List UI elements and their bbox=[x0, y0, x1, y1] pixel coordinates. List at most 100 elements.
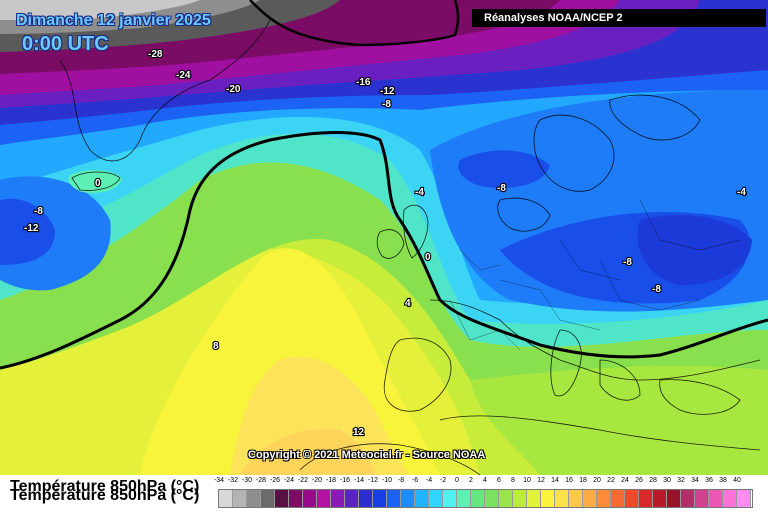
color-scale-swatch bbox=[233, 490, 247, 507]
color-scale-swatch bbox=[499, 490, 513, 507]
color-scale bbox=[218, 489, 753, 508]
color-scale-swatch bbox=[247, 490, 261, 507]
color-scale-tick-label: -14 bbox=[353, 477, 365, 484]
color-scale-tick-label: -34 bbox=[213, 477, 225, 484]
color-scale-tick-label: 20 bbox=[593, 477, 601, 484]
color-scale-tick-label: -10 bbox=[381, 477, 393, 484]
color-scale-swatch bbox=[331, 490, 345, 507]
color-scale-tick-label: 10 bbox=[523, 477, 531, 484]
color-scale-swatch bbox=[275, 490, 289, 507]
color-scale-swatch bbox=[345, 490, 359, 507]
color-scale-swatch bbox=[541, 490, 555, 507]
color-scale-tick-label: -28 bbox=[255, 477, 267, 484]
color-scale-swatch bbox=[443, 490, 457, 507]
color-scale-tick-label: 18 bbox=[579, 477, 587, 484]
isotherm-label: 8 bbox=[213, 341, 219, 352]
isotherm-label: 0 bbox=[425, 252, 431, 263]
source-banner: Réanalyses NOAA/NCEP 2 bbox=[472, 9, 766, 27]
isotherm-label: -8 bbox=[497, 183, 506, 194]
color-scale-swatch bbox=[261, 490, 275, 507]
color-scale-tick-label: -20 bbox=[311, 477, 323, 484]
color-scale-swatch bbox=[667, 490, 681, 507]
color-scale-tick-label: -16 bbox=[339, 477, 351, 484]
color-scale-tick-label: 24 bbox=[621, 477, 629, 484]
color-scale-tick-label: 4 bbox=[483, 477, 487, 484]
color-scale-swatch bbox=[681, 490, 695, 507]
isotherm-label: -4 bbox=[415, 187, 424, 198]
color-scale-swatch bbox=[219, 490, 233, 507]
color-scale-tick-label: 8 bbox=[511, 477, 515, 484]
color-scale-tick-label: -30 bbox=[241, 477, 253, 484]
isotherm-label: -8 bbox=[623, 257, 632, 268]
color-scale-tick-label: 6 bbox=[497, 477, 501, 484]
color-scale-swatch bbox=[583, 490, 597, 507]
color-scale-tick-label: 28 bbox=[649, 477, 657, 484]
isotherm-label: -12 bbox=[380, 86, 395, 97]
isotherm-label: -4 bbox=[737, 187, 746, 198]
color-scale-swatch bbox=[639, 490, 653, 507]
color-scale-tick-label: 38 bbox=[719, 477, 727, 484]
isotherm-label: -8 bbox=[382, 99, 391, 110]
color-scale-swatch bbox=[555, 490, 569, 507]
color-scale-tick-label: -18 bbox=[325, 477, 337, 484]
color-scale-tick-label: 16 bbox=[565, 477, 573, 484]
color-scale-tick-label: -32 bbox=[227, 477, 239, 484]
map-time-title: 0:00 UTC bbox=[22, 33, 109, 55]
color-scale-swatch bbox=[611, 490, 625, 507]
color-scale-swatch bbox=[597, 490, 611, 507]
color-scale-swatch bbox=[737, 490, 751, 507]
color-scale-swatch bbox=[471, 490, 485, 507]
color-scale-tick-label: 40 bbox=[733, 477, 741, 484]
color-scale-swatch bbox=[317, 490, 331, 507]
color-scale-tick-label: 34 bbox=[691, 477, 699, 484]
color-scale-swatch bbox=[387, 490, 401, 507]
isotherm-label: -8 bbox=[34, 206, 43, 217]
variable-label: Température 850hPa (°C) bbox=[10, 478, 200, 495]
color-scale-tick-label: 2 bbox=[469, 477, 473, 484]
color-scale-swatch bbox=[625, 490, 639, 507]
color-scale-tick-label: 22 bbox=[607, 477, 615, 484]
color-scale-swatch bbox=[415, 490, 429, 507]
color-scale-swatch bbox=[359, 490, 373, 507]
color-scale-swatch bbox=[527, 490, 541, 507]
isotherm-label: -8 bbox=[652, 284, 661, 295]
isotherm-label: 0 bbox=[95, 178, 101, 189]
color-scale-tick-label: 0 bbox=[455, 477, 459, 484]
color-scale-swatch bbox=[653, 490, 667, 507]
color-scale-tick-label: -6 bbox=[411, 477, 419, 484]
color-scale-tick-label: 14 bbox=[551, 477, 559, 484]
color-scale-tick-label: -22 bbox=[297, 477, 309, 484]
color-scale-swatch bbox=[457, 490, 471, 507]
color-scale-labels: -34 -32 -30 -28 -26 -24 -22 -20 -18 -16 -14 -12 -10-… bbox=[212, 477, 752, 487]
color-scale-tick-label: 30 bbox=[663, 477, 671, 484]
color-scale-tick-label: -24 bbox=[283, 477, 295, 484]
color-scale-tick-label: -26 bbox=[269, 477, 281, 484]
variable-label-shadow: Température 850hPa (°C) bbox=[10, 487, 200, 504]
color-scale-swatch bbox=[289, 490, 303, 507]
map-date-title: Dimanche 12 janvier 2025 bbox=[16, 12, 211, 29]
color-scale-swatch bbox=[723, 490, 737, 507]
color-scale-tick-label: 32 bbox=[677, 477, 685, 484]
legend-bar: Température 850hPa (°C) Température 850h… bbox=[0, 475, 768, 512]
isotherm-label: -16 bbox=[356, 77, 371, 88]
color-scale-swatch bbox=[709, 490, 723, 507]
isotherm-label: -12 bbox=[24, 223, 39, 234]
color-scale-swatch bbox=[569, 490, 583, 507]
temperature-850hpa-map: -28 -24 -20 -16 -12 -8 0 -8 -12 -4 -8 -4… bbox=[0, 0, 768, 475]
color-scale-tick-label: -4 bbox=[425, 477, 433, 484]
color-scale-tick-label: -2 bbox=[439, 477, 447, 484]
isotherm-label: 4 bbox=[405, 298, 411, 309]
copyright-text: Copyright © 2021 Meteociel.fr - Source N… bbox=[248, 449, 486, 461]
isotherm-label: 12 bbox=[353, 427, 365, 438]
color-scale-tick-label: 26 bbox=[635, 477, 643, 484]
color-scale-tick-label: 36 bbox=[705, 477, 713, 484]
color-scale-swatch bbox=[695, 490, 709, 507]
color-scale-swatch bbox=[485, 490, 499, 507]
color-scale-tick-label: 12 bbox=[537, 477, 545, 484]
color-scale-swatch bbox=[401, 490, 415, 507]
isotherm-label: -24 bbox=[176, 70, 191, 81]
color-scale-swatch bbox=[429, 490, 443, 507]
isotherm-label: -28 bbox=[148, 49, 163, 60]
color-scale-swatch bbox=[513, 490, 527, 507]
